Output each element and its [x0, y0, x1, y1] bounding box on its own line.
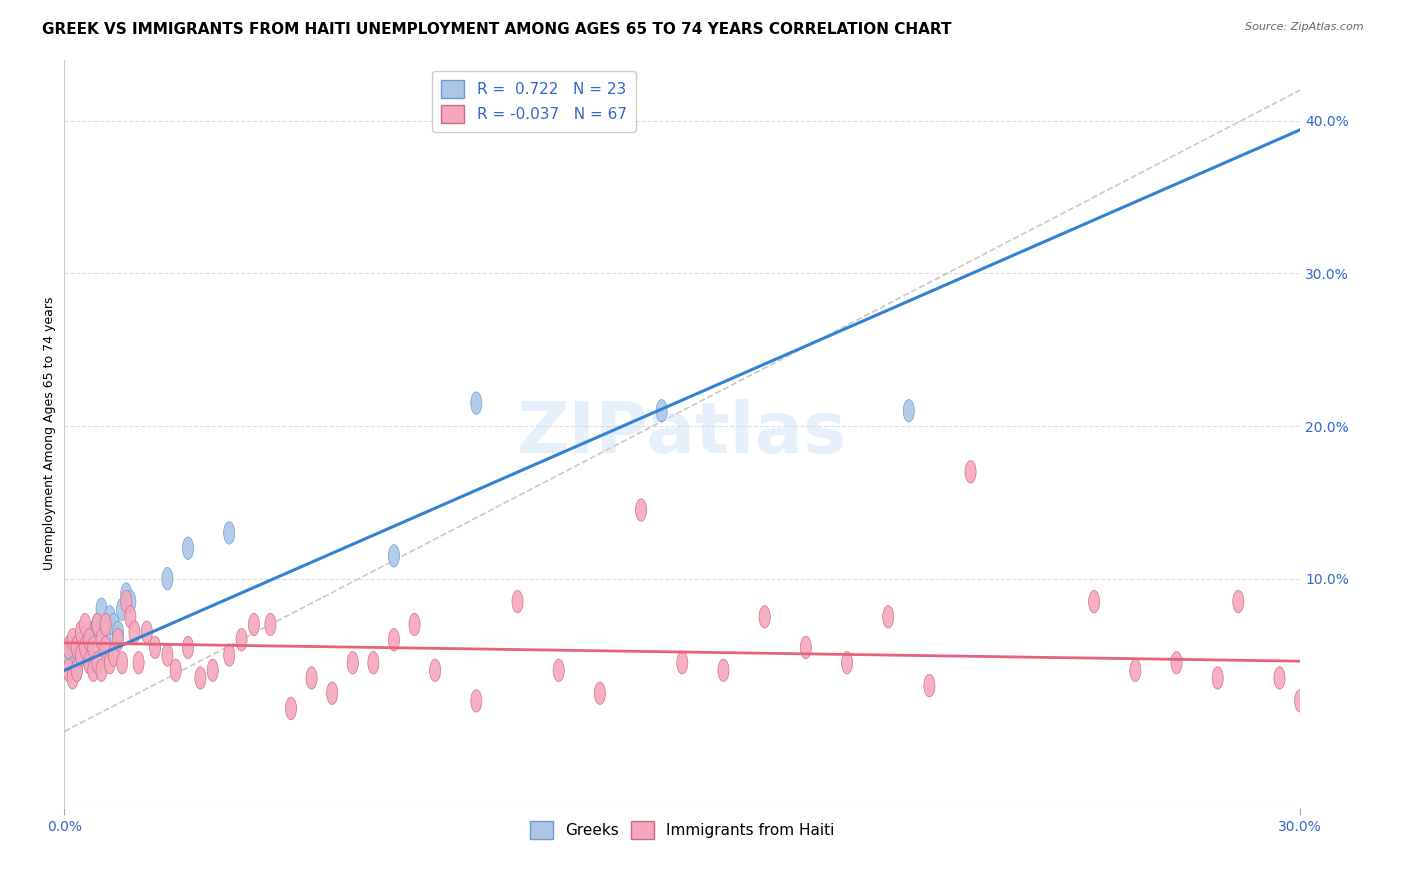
Ellipse shape [104, 651, 115, 674]
Ellipse shape [67, 666, 79, 690]
Ellipse shape [80, 644, 90, 666]
Ellipse shape [76, 629, 87, 651]
Ellipse shape [91, 614, 103, 636]
Ellipse shape [67, 636, 79, 658]
Ellipse shape [76, 644, 87, 666]
Ellipse shape [1088, 591, 1099, 613]
Ellipse shape [100, 629, 111, 651]
Text: GREEK VS IMMIGRANTS FROM HAITI UNEMPLOYMENT AMONG AGES 65 TO 74 YEARS CORRELATIO: GREEK VS IMMIGRANTS FROM HAITI UNEMPLOYM… [42, 22, 952, 37]
Ellipse shape [224, 644, 235, 666]
Ellipse shape [388, 629, 399, 651]
Ellipse shape [183, 636, 194, 658]
Ellipse shape [236, 629, 247, 651]
Ellipse shape [67, 629, 79, 651]
Ellipse shape [80, 614, 90, 636]
Ellipse shape [91, 614, 103, 636]
Ellipse shape [100, 614, 111, 636]
Ellipse shape [368, 651, 380, 674]
Ellipse shape [430, 659, 440, 681]
Ellipse shape [87, 621, 98, 643]
Ellipse shape [112, 621, 124, 643]
Ellipse shape [924, 674, 935, 697]
Ellipse shape [80, 636, 90, 658]
Ellipse shape [676, 651, 688, 674]
Ellipse shape [285, 698, 297, 720]
Ellipse shape [170, 659, 181, 681]
Ellipse shape [117, 651, 128, 674]
Ellipse shape [718, 659, 730, 681]
Ellipse shape [183, 537, 194, 559]
Ellipse shape [759, 606, 770, 628]
Ellipse shape [63, 659, 75, 681]
Ellipse shape [108, 644, 120, 666]
Ellipse shape [471, 690, 482, 712]
Ellipse shape [96, 629, 107, 651]
Ellipse shape [1274, 666, 1285, 690]
Ellipse shape [134, 651, 145, 674]
Ellipse shape [63, 644, 75, 666]
Text: Source: ZipAtlas.com: Source: ZipAtlas.com [1246, 22, 1364, 32]
Ellipse shape [83, 636, 94, 658]
Ellipse shape [104, 606, 115, 628]
Ellipse shape [1295, 690, 1306, 712]
Ellipse shape [72, 659, 83, 681]
Ellipse shape [1212, 666, 1223, 690]
Ellipse shape [117, 598, 128, 621]
Ellipse shape [162, 567, 173, 590]
Ellipse shape [96, 659, 107, 681]
Ellipse shape [91, 651, 103, 674]
Ellipse shape [224, 522, 235, 544]
Ellipse shape [409, 614, 420, 636]
Ellipse shape [841, 651, 852, 674]
Ellipse shape [72, 659, 83, 681]
Ellipse shape [471, 392, 482, 415]
Ellipse shape [72, 636, 83, 658]
Ellipse shape [636, 499, 647, 521]
Ellipse shape [903, 400, 914, 422]
Ellipse shape [129, 621, 141, 643]
Ellipse shape [388, 545, 399, 567]
Y-axis label: Unemployment Among Ages 65 to 74 years: Unemployment Among Ages 65 to 74 years [44, 297, 56, 570]
Ellipse shape [1233, 591, 1244, 613]
Ellipse shape [87, 659, 98, 681]
Text: ZIPatlas: ZIPatlas [517, 400, 848, 468]
Ellipse shape [108, 614, 120, 636]
Ellipse shape [307, 666, 318, 690]
Ellipse shape [100, 636, 111, 658]
Ellipse shape [112, 629, 124, 651]
Ellipse shape [141, 621, 152, 643]
Ellipse shape [125, 591, 136, 613]
Ellipse shape [195, 666, 205, 690]
Ellipse shape [883, 606, 894, 628]
Ellipse shape [162, 644, 173, 666]
Ellipse shape [207, 659, 218, 681]
Ellipse shape [96, 598, 107, 621]
Ellipse shape [553, 659, 564, 681]
Ellipse shape [249, 614, 260, 636]
Ellipse shape [87, 636, 98, 658]
Ellipse shape [83, 629, 94, 651]
Ellipse shape [347, 651, 359, 674]
Ellipse shape [83, 651, 94, 674]
Ellipse shape [657, 400, 668, 422]
Ellipse shape [595, 682, 606, 705]
Ellipse shape [326, 682, 337, 705]
Ellipse shape [149, 636, 160, 658]
Ellipse shape [63, 636, 75, 658]
Ellipse shape [76, 621, 87, 643]
Ellipse shape [1171, 651, 1182, 674]
Ellipse shape [965, 460, 976, 483]
Ellipse shape [121, 582, 132, 605]
Ellipse shape [800, 636, 811, 658]
Ellipse shape [264, 614, 276, 636]
Legend: Greeks, Immigrants from Haiti: Greeks, Immigrants from Haiti [524, 815, 841, 845]
Ellipse shape [121, 591, 132, 613]
Ellipse shape [512, 591, 523, 613]
Ellipse shape [125, 606, 136, 628]
Ellipse shape [1130, 659, 1140, 681]
